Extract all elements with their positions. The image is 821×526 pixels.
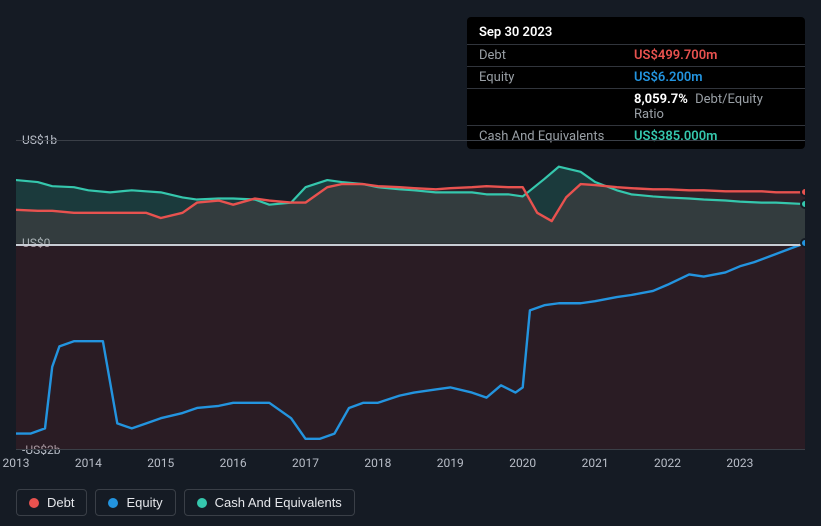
chart-svg [16, 141, 805, 449]
tooltip-date: Sep 30 2023 [467, 23, 805, 44]
x-axis-label: 2017 [292, 456, 319, 470]
series-end-marker [800, 199, 805, 209]
tooltip-label: Debt [467, 45, 622, 67]
x-axis-label: 2013 [3, 456, 30, 470]
tooltip-label: Equity [467, 67, 622, 89]
x-axis-label: 2014 [75, 456, 102, 470]
legend-label: Debt [47, 495, 74, 510]
legend-label: Cash And Equivalents [215, 495, 342, 510]
legend-dot-icon [29, 498, 39, 508]
tooltip-value: US$6.200m [622, 67, 805, 89]
x-axis-label: 2021 [582, 456, 609, 470]
x-axis-label: 2016 [220, 456, 247, 470]
ratio-number: 8,059.7% [634, 92, 688, 107]
chart-container: { "tooltip": { "date": "Sep 30 2023", "r… [0, 0, 821, 526]
legend-cash-button[interactable]: Cash And Equivalents [184, 489, 355, 516]
legend-dot-icon [108, 498, 118, 508]
tooltip-row-equity: Equity US$6.200m [467, 67, 805, 89]
x-axis-label: 2020 [509, 456, 536, 470]
tooltip-row-debt: Debt US$499.700m [467, 45, 805, 67]
chart-area: US$1bUS$0-US$2b 201320142015201620172018… [16, 120, 805, 480]
x-axis-label: 2023 [726, 456, 753, 470]
legend-equity-button[interactable]: Equity [95, 489, 175, 516]
series-end-marker [800, 238, 805, 248]
tooltip-value: US$499.700m [622, 45, 805, 67]
x-axis-labels: 2013201420152016201720182019202020212022… [16, 456, 805, 472]
x-axis-label: 2018 [364, 456, 391, 470]
zero-gridline [16, 244, 805, 246]
legend-label: Equity [126, 495, 162, 510]
series-end-marker [800, 187, 805, 197]
x-axis-label: 2019 [437, 456, 464, 470]
plot-region[interactable] [16, 140, 805, 450]
legend: Debt Equity Cash And Equivalents [16, 489, 355, 516]
x-axis-label: 2022 [654, 456, 681, 470]
x-axis-label: 2015 [147, 456, 174, 470]
legend-dot-icon [197, 498, 207, 508]
legend-debt-button[interactable]: Debt [16, 489, 87, 516]
